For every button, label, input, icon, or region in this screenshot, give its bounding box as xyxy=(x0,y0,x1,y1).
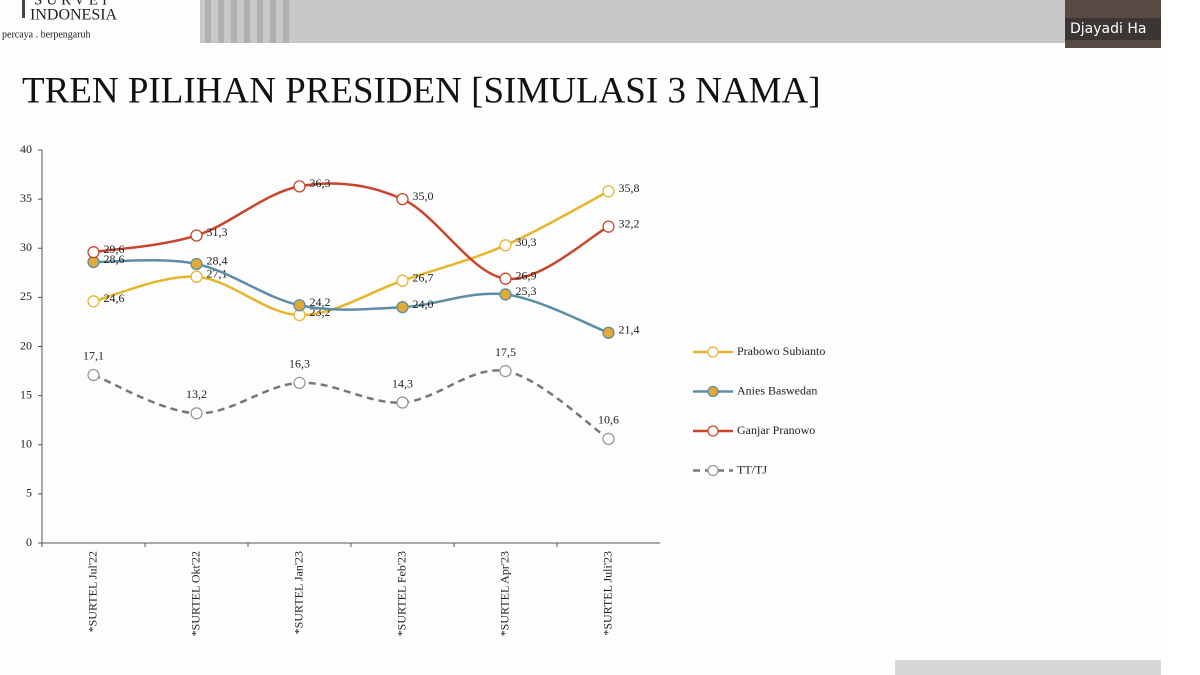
point xyxy=(190,257,203,271)
speaker-bg xyxy=(1065,18,1161,40)
point xyxy=(499,239,512,252)
point xyxy=(602,326,615,339)
x-tick-label: *SURTEL Jul'22 xyxy=(85,551,99,632)
y-tick-label: 40 xyxy=(20,142,32,156)
logo-tagline: percaya . berpengaruh xyxy=(2,29,91,40)
data-label: 28,6 xyxy=(104,252,125,266)
point xyxy=(396,396,409,409)
chart-title: TREN PILIHAN PRESIDEN [SIMULASI 3 NAMA] xyxy=(22,70,821,111)
legend-marker xyxy=(707,385,719,398)
data-label: 17,1 xyxy=(83,349,104,363)
x-tick-label: *SURTEL Juli'23 xyxy=(600,551,614,636)
series-line xyxy=(93,259,609,334)
legend-label: Ganjar Pranowo xyxy=(737,423,815,437)
point xyxy=(396,274,409,287)
footer-box xyxy=(895,660,1161,675)
point xyxy=(190,229,203,242)
data-label: 24,2 xyxy=(310,295,331,309)
point xyxy=(293,299,306,312)
legend-marker xyxy=(707,425,719,437)
legend-marker xyxy=(707,464,719,477)
data-label: 26,7 xyxy=(413,270,434,284)
data-label: 13,2 xyxy=(186,387,207,401)
point xyxy=(602,185,615,198)
y-tick-label: 0 xyxy=(26,535,32,549)
y-tick-label: 10 xyxy=(20,437,32,451)
legend-marker xyxy=(707,346,719,358)
legend-label: Anies Baswedan xyxy=(737,383,817,397)
data-label: 31,3 xyxy=(207,225,228,239)
point xyxy=(396,192,409,206)
data-label: 32,2 xyxy=(619,216,640,230)
right-margin xyxy=(1161,0,1200,675)
data-label: 36,3 xyxy=(310,176,331,190)
data-label: 30,3 xyxy=(516,235,537,249)
point xyxy=(396,301,409,314)
data-label: 27,1 xyxy=(207,266,228,280)
data-label: 35,0 xyxy=(413,189,434,203)
y-tick-label: 25 xyxy=(20,289,32,303)
y-tick-label: 30 xyxy=(20,240,32,254)
point xyxy=(293,376,306,390)
point xyxy=(87,246,100,259)
logo-top: SURVEI xyxy=(34,0,111,8)
speaker-name: Djayadi Ha xyxy=(1070,21,1146,37)
series-line xyxy=(93,369,610,440)
data-label: 29,6 xyxy=(104,242,125,256)
data-label: 17,5 xyxy=(495,345,516,359)
point xyxy=(602,220,615,233)
logo-name: INDONESIA xyxy=(30,7,118,24)
x-tick-label: *SURTEL Feb'23 xyxy=(394,551,408,636)
point xyxy=(499,364,512,378)
x-tick-label: *SURTEL Okt'22 xyxy=(188,551,202,636)
header-bar xyxy=(200,0,1065,43)
data-label: 16,3 xyxy=(289,357,310,371)
y-tick-label: 15 xyxy=(20,387,32,401)
point xyxy=(602,432,615,446)
point xyxy=(87,295,100,308)
data-label: 28,4 xyxy=(207,254,228,268)
series-line xyxy=(93,182,610,281)
legend-label: Prabowo Subianto xyxy=(737,344,825,358)
x-tick-label: *SURTEL Apr'23 xyxy=(497,551,511,636)
y-tick-label: 20 xyxy=(20,338,32,352)
header-stripes xyxy=(205,0,289,43)
data-label: 26,9 xyxy=(516,268,537,282)
y-tick-label: 5 xyxy=(26,486,32,500)
x-tick-label: *SURTEL Jan'23 xyxy=(291,551,305,634)
point xyxy=(499,272,512,285)
legend-label: TT/TJ xyxy=(737,462,767,476)
series-line xyxy=(93,190,610,317)
point xyxy=(87,368,100,382)
logo-mark xyxy=(22,0,25,18)
y-tick-label: 35 xyxy=(20,191,32,205)
point xyxy=(293,180,306,193)
data-label: 14,3 xyxy=(392,376,413,390)
data-label: 25,3 xyxy=(516,284,537,298)
point xyxy=(499,288,512,301)
data-label: 21,4 xyxy=(619,322,640,336)
point xyxy=(190,270,203,283)
data-label: 35,8 xyxy=(619,181,640,195)
data-label: 10,6 xyxy=(598,413,619,427)
point xyxy=(190,407,203,420)
data-label: 24,0 xyxy=(413,297,434,311)
data-label: 24,6 xyxy=(104,291,125,305)
